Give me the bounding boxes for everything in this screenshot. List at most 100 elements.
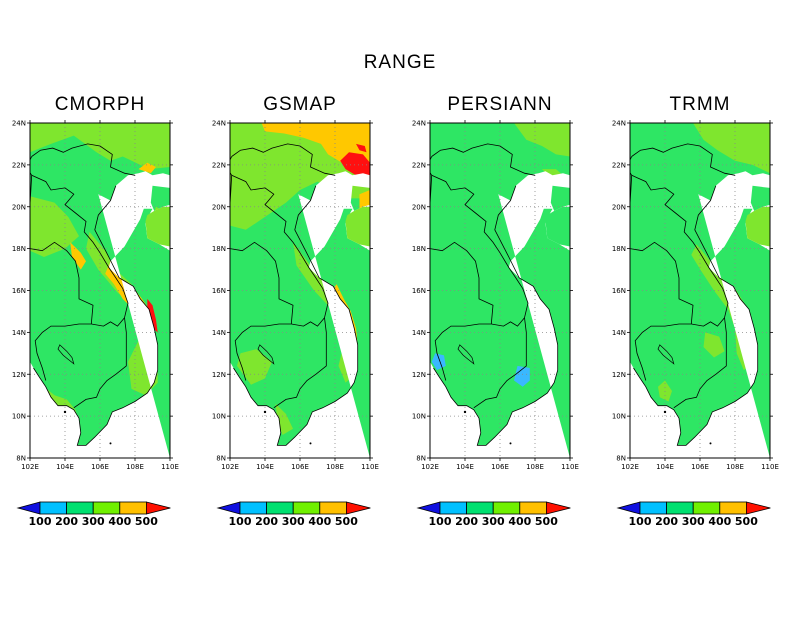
precip-zone	[693, 123, 770, 174]
border-line	[33, 185, 159, 446]
border-line	[434, 323, 492, 381]
lat-tick-label: 24N	[12, 120, 26, 128]
map-persiann: 102E 104E 106E 108E 110E 24N 22N 20N 18N 16N 14N 12…	[412, 120, 579, 529]
hainan-island	[545, 206, 570, 247]
colorbar-label: 200	[255, 515, 278, 528]
lat-tick-label: 12N	[12, 371, 26, 379]
lon-tick-label: 106E	[691, 463, 709, 471]
lat-tick-label: 14N	[412, 329, 426, 337]
lon-tick-label: 106E	[291, 463, 309, 471]
precip-zone	[340, 152, 370, 178]
panel-title: PERSIANN	[447, 94, 553, 115]
lat-tick-label: 10N	[12, 413, 26, 421]
precip-zone	[514, 365, 530, 387]
border-line	[473, 317, 527, 409]
precip-zone	[431, 353, 446, 371]
lat-tick-label: 22N	[12, 161, 26, 169]
lon-tick-label: 108E	[726, 463, 744, 471]
lon-tick-label: 106E	[91, 463, 109, 471]
colorbar: 100 200 300 400 500	[16, 501, 171, 528]
lon-tick-label: 110E	[361, 463, 379, 471]
border-line	[673, 317, 727, 409]
map-panel-persiann: 102E 104E 106E 108E 110E 24N 22N 20N 18N 16N 14N 12…	[400, 90, 600, 530]
border-line	[291, 317, 325, 327]
lat-tick-label: 24N	[412, 120, 426, 128]
border-line	[633, 185, 759, 446]
border-line	[73, 317, 127, 409]
lat-tick-label: 20N	[612, 203, 626, 211]
colorbar-label: 100	[629, 515, 652, 528]
map-panel-gsmap: 102E 104E 106E 108E 110E 24N 22N 20N 18N 16N 14N 12…	[200, 90, 400, 530]
colorbar-label: 500	[135, 515, 158, 528]
border-line	[34, 323, 92, 381]
lon-tick-label: 106E	[491, 463, 509, 471]
colorbar-label: 300	[282, 515, 305, 528]
panel-title: CMORPH	[54, 94, 146, 115]
border-line	[631, 174, 729, 318]
lat-tick-label: 14N	[212, 329, 226, 337]
panel-title: TRMM	[669, 94, 731, 115]
precip-zone	[237, 349, 272, 385]
lon-tick-label: 102E	[21, 463, 39, 471]
lat-tick-label: 14N	[612, 329, 626, 337]
sea-area	[230, 171, 370, 458]
border-line	[431, 174, 529, 318]
precip-zone	[261, 123, 370, 178]
hainan-island	[345, 206, 370, 247]
sea-area	[430, 171, 570, 458]
border-line	[30, 175, 94, 325]
border-line	[31, 143, 136, 176]
border-line	[91, 317, 125, 327]
colorbar: 100 200 300 400 500	[216, 501, 371, 528]
lat-tick-label: 24N	[212, 120, 226, 128]
lon-tick-label: 102E	[221, 463, 239, 471]
lat-tick-label: 8N	[16, 455, 26, 463]
lon-tick-label: 104E	[456, 463, 474, 471]
tonle-sap-lake	[257, 344, 275, 365]
border-line	[233, 185, 359, 446]
border-line	[631, 143, 736, 176]
border-line	[234, 323, 292, 381]
colorbar-label: 500	[735, 515, 758, 528]
lon-tick-label: 104E	[56, 463, 74, 471]
lon-tick-label: 110E	[761, 463, 779, 471]
lat-tick-label: 18N	[612, 245, 626, 253]
hainan-island	[745, 206, 770, 247]
colorbar-label: 300	[82, 515, 105, 528]
colorbar-label: 200	[455, 515, 478, 528]
map-panel-trmm: 102E 104E 106E 108E 110E 24N 22N 20N 18N 16N 14N 12…	[600, 90, 800, 530]
colorbar-label: 400	[508, 515, 531, 528]
lon-tick-label: 110E	[561, 463, 579, 471]
precip-zone	[703, 332, 725, 358]
border-line	[491, 317, 525, 327]
lat-tick-label: 8N	[416, 455, 426, 463]
lon-tick-label: 102E	[621, 463, 639, 471]
tonle-sap-lake	[657, 344, 675, 365]
colorbar-label: 500	[335, 515, 358, 528]
lat-tick-label: 10N	[612, 413, 626, 421]
sea-area	[630, 171, 770, 458]
colorbar-label: 300	[482, 515, 505, 528]
colorbar-label: 200	[55, 515, 78, 528]
lat-tick-label: 10N	[212, 413, 226, 421]
border-line	[430, 175, 494, 325]
lat-tick-label: 8N	[616, 455, 626, 463]
lon-tick-label: 110E	[161, 463, 179, 471]
map-trmm: 102E 104E 106E 108E 110E 24N 22N 20N 18N 16N 14N 12…	[612, 120, 779, 529]
colorbar-label: 300	[682, 515, 705, 528]
colorbar-label: 500	[535, 515, 558, 528]
lon-tick-label: 108E	[326, 463, 344, 471]
precip-zone	[30, 196, 79, 257]
tonle-sap-lake	[57, 344, 75, 365]
lat-tick-label: 8N	[216, 455, 226, 463]
panel-title: GSMAP	[263, 94, 337, 115]
border-line	[431, 143, 536, 176]
lat-tick-label: 20N	[212, 203, 226, 211]
lat-tick-label: 10N	[412, 413, 426, 421]
colorbar: 100 200 300 400 500	[416, 501, 571, 528]
border-line	[231, 143, 336, 176]
lat-tick-label: 18N	[12, 245, 26, 253]
tonle-sap-lake	[457, 344, 475, 365]
lat-tick-label: 20N	[412, 203, 426, 211]
colorbar-label: 100	[29, 515, 52, 528]
